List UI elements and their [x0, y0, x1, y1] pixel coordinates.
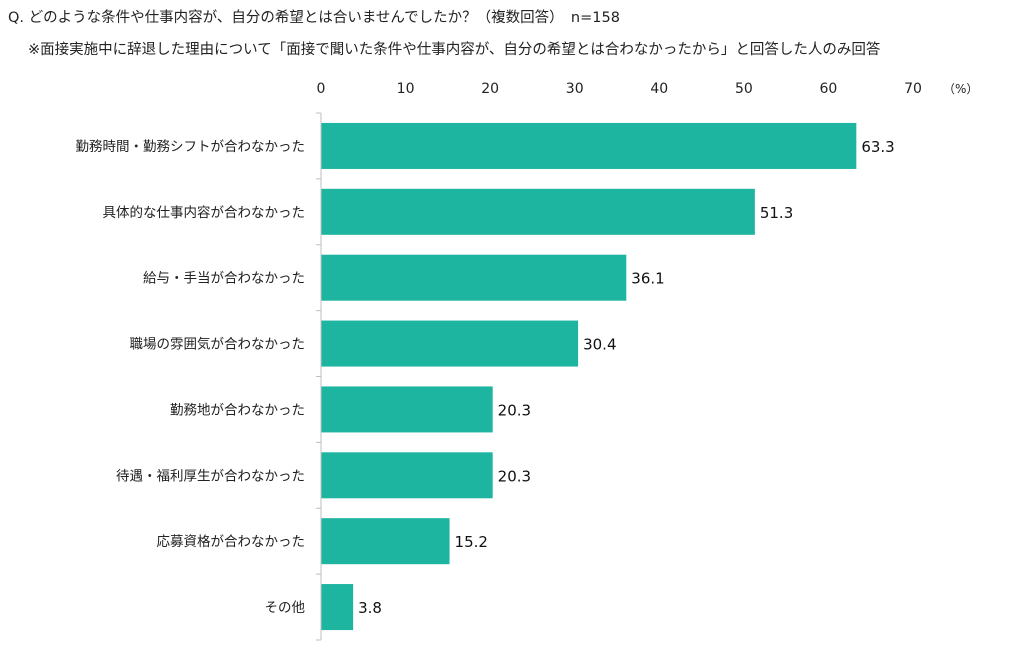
x-tick-label: 0	[317, 81, 326, 97]
value-label: 3.8	[358, 599, 382, 617]
value-label: 51.3	[760, 204, 793, 222]
category-label: 待遇・福利厚生が合わなかった	[116, 468, 305, 484]
bar	[321, 452, 493, 499]
chart-note: ※面接実施中に辞退した理由について「面接で聞いた条件や仕事内容が、自分の希望とは…	[28, 42, 881, 58]
x-tick-label: 40	[650, 81, 668, 97]
chart-question: Q. どのような条件や仕事内容が、自分の希望とは合いませんでしたか？（複数回答）…	[8, 10, 620, 26]
x-axis-ticks: 0 10 20 30 40 50 60 70	[317, 81, 922, 97]
category-label: 給与・手当が合わなかった	[143, 271, 305, 287]
x-tick-label: 30	[566, 81, 584, 97]
value-label: 63.3	[861, 138, 894, 156]
x-tick-label: 20	[481, 81, 499, 97]
value-labels: 63.3 51.3 36.1 30.4 20.3 20.3 15.2 3.8	[358, 138, 895, 617]
bar	[321, 518, 450, 565]
bar	[321, 188, 755, 235]
category-label: 具体的な仕事内容が合わなかった	[103, 204, 306, 221]
bar	[321, 386, 493, 433]
value-label: 20.3	[498, 401, 531, 419]
value-label: 20.3	[498, 467, 531, 485]
x-tick-label: 50	[735, 81, 753, 97]
bar	[321, 584, 354, 631]
category-ticks	[316, 112, 321, 641]
bars	[321, 122, 857, 631]
value-label: 36.1	[631, 270, 664, 288]
unit-label: （%）	[943, 82, 978, 96]
bar	[321, 122, 857, 169]
category-label: 応募資格が合わなかった	[157, 534, 306, 550]
value-label: 30.4	[583, 336, 616, 354]
bar	[321, 254, 627, 301]
value-label: 15.2	[455, 533, 488, 551]
x-tick-label: 70	[904, 81, 922, 97]
category-label: 勤務地が合わなかった	[170, 402, 305, 418]
category-labels: 勤務時間・勤務シフトが合わなかった具体的な仕事内容が合わなかった給与・手当が合わ…	[76, 139, 306, 616]
x-tick-label: 10	[397, 81, 415, 97]
bar	[321, 320, 579, 367]
x-tick-label: 60	[820, 81, 838, 97]
category-label: 職場の雰囲気が合わなかった	[130, 337, 306, 353]
category-label: その他	[265, 600, 306, 616]
category-label: 勤務時間・勤務シフトが合わなかった	[76, 139, 306, 155]
